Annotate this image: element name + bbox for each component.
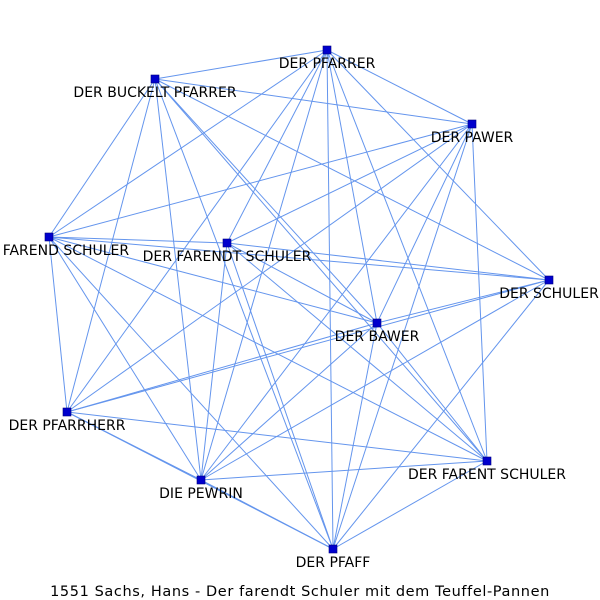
node-marker [222,238,232,248]
edge-farent-pewrin [200,460,488,481]
edge-pawer-pfarrherr [66,123,473,413]
edge-farend-schuler [48,236,550,281]
edge-pfarrer-pfarrherr [66,49,328,413]
node-buckelt: DER BUCKELT PFARRER [73,74,237,101]
edge-farent-pfaff [332,460,488,550]
edge-pfarrer-schuler [326,49,550,281]
edge-pfarrer-farendt [226,49,328,244]
edge-farendt-pfaff [226,242,334,550]
edge-pawer-pewrin [200,123,473,481]
edge-farendt-schuler [226,242,550,281]
edge-pfarrherr-farent [66,411,488,462]
edge-bawer-pfarrherr [66,322,378,413]
node-label: DER SCHULER [499,286,599,302]
node-marker [372,318,382,328]
edge-buckelt-pfaff [154,78,334,550]
edge-farend-pewrin [48,236,202,481]
edge-pfarrer-farent [326,49,488,462]
graph-caption: 1551 Sachs, Hans - Der farendt Schuler m… [50,584,550,600]
node-label: DER FARENT SCHULER [408,467,566,483]
node-marker [150,74,160,84]
edge-layer [48,49,550,550]
edge-buckelt-farend [48,78,156,238]
edge-pawer-farendt [226,123,473,244]
node-label: DER BAWER [335,329,420,345]
node-label: DER PAWER [431,130,514,146]
edge-pfarrer-bawer [326,49,378,324]
node-schuler: DER SCHULER [499,275,599,302]
edge-bawer-pewrin [200,322,378,481]
node-marker [44,232,54,242]
node-label: DER BUCKELT PFARRER [73,85,236,101]
edge-pfarrer-pawer [326,49,473,125]
node-farent: DER FARENT SCHULER [408,456,566,483]
node-farend: DER FAREND SCHULER [0,232,129,259]
edge-pfarrer-pewrin [200,49,328,481]
edge-pawer-farent [471,123,488,462]
edge-pfarrer-farend [48,49,328,238]
edge-buckelt-bawer [154,78,378,324]
node-marker [62,407,72,417]
edge-bawer-farent [376,322,488,462]
node-label: DER FAREND SCHULER [0,243,129,259]
node-marker [196,475,206,485]
edge-pawer-bawer [376,123,473,324]
node-label: DER PFARRHERR [9,418,126,434]
node-label: DER PFAFF [296,555,371,571]
node-pfaff: DER PFAFF [296,544,371,571]
node-bawer: DER BAWER [335,318,420,345]
node-farendt: DER FARENDT SCHULER [143,238,312,265]
node-marker [544,275,554,285]
node-marker [467,119,477,129]
node-marker [482,456,492,466]
edge-buckelt-schuler [154,78,550,281]
edge-farend-farent [48,236,488,462]
edge-farendt-pewrin [200,242,228,481]
edge-buckelt-pewrin [154,78,202,481]
edge-bawer-pfaff [332,322,378,550]
node-pfarrherr: DER PFARRHERR [9,407,126,434]
node-pewrin: DIE PEWRIN [159,475,243,502]
edge-schuler-pfaff [332,279,550,550]
edge-buckelt-farent [154,78,488,462]
node-label: DER FARENDT SCHULER [143,249,312,265]
edge-farend-pfaff [48,236,334,550]
edge-pawer-pfaff [332,123,473,550]
edge-schuler-pewrin [200,279,550,481]
edge-farendt-bawer [226,242,378,324]
node-label: DER PFARRER [279,56,376,72]
edge-pewrin-pfaff [200,479,334,550]
node-marker [328,544,338,554]
edge-buckelt-pawer [154,78,473,125]
edge-farend-farendt [48,236,228,244]
edge-buckelt-pfarrherr [66,78,156,413]
edge-pawer-farend [48,123,473,238]
edge-farendt-farent [226,242,488,462]
node-pfarrer: DER PFARRER [279,45,376,72]
edge-farend-pfarrherr [48,236,68,413]
node-pawer: DER PAWER [431,119,514,146]
node-label: DIE PEWRIN [159,486,243,502]
edge-farend-bawer [48,236,378,324]
edge-schuler-bawer [376,279,550,324]
node-marker [322,45,332,55]
edge-pfarrer-pfaff [326,49,334,550]
edge-schuler-pfarrherr [66,279,550,413]
edge-pfarrer-buckelt [154,49,328,80]
node-layer: DER PFARRER DER BUCKELT PFARRER DER PAWER D… [0,45,599,571]
